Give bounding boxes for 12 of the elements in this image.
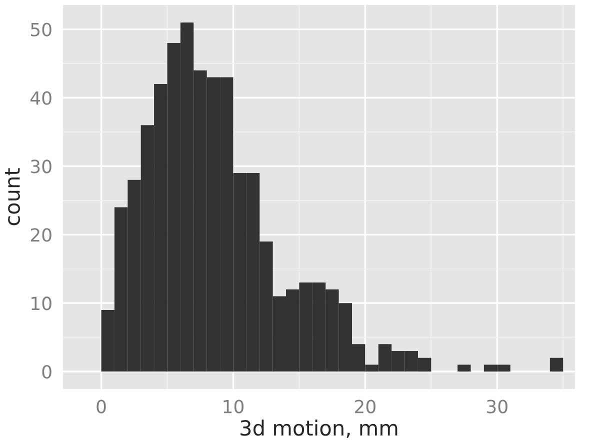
x-axis-title: 3d motion, mm xyxy=(240,420,398,438)
y-tick-label: 10 xyxy=(32,296,52,310)
y-axis-title: count xyxy=(5,168,20,226)
x-tick-label: 30 xyxy=(487,400,508,414)
y-tick-label: 30 xyxy=(30,160,52,174)
x-tick-label: 0 xyxy=(96,400,106,414)
x-tick-label: 10 xyxy=(224,400,244,414)
y-tick-label: 50 xyxy=(31,22,52,36)
y-tick-label: 20 xyxy=(30,228,52,242)
y-tick-label: 40 xyxy=(30,91,52,105)
y-tick-label: 0 xyxy=(42,365,52,379)
x-tick-label: 20 xyxy=(355,400,376,414)
